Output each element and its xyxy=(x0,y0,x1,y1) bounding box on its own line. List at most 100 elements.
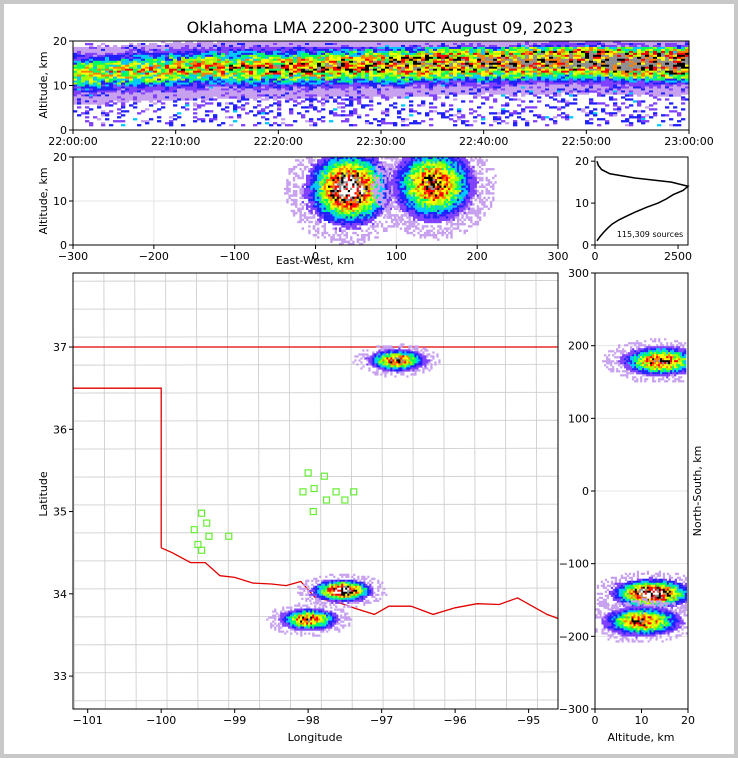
time-height-bin xyxy=(597,102,602,105)
time-height-bin xyxy=(437,50,442,54)
time-height-bin xyxy=(537,54,542,58)
time-height-bin xyxy=(89,76,94,79)
time-height-bin xyxy=(585,62,590,66)
time-height-bin xyxy=(633,86,638,89)
time-height-bin xyxy=(201,64,206,68)
time-height-bin xyxy=(417,56,422,60)
time-height-bin xyxy=(529,100,534,103)
time-height-bin xyxy=(381,54,386,58)
time-height-bin xyxy=(157,62,162,66)
time-height-bin xyxy=(77,54,82,58)
time-height-bin xyxy=(577,82,582,85)
time-height-bin xyxy=(373,62,378,66)
time-height-bin xyxy=(101,72,106,75)
time-height-bin xyxy=(457,46,462,50)
time-height-bin xyxy=(321,68,326,71)
time-height-bin xyxy=(113,82,118,85)
time-height-bin xyxy=(501,41,506,44)
time-height-bin xyxy=(353,48,358,52)
time-height-bin xyxy=(521,52,526,56)
time-height-bin xyxy=(193,52,198,56)
time-height-bin xyxy=(381,84,386,87)
time-height-bin xyxy=(561,78,566,81)
time-height-bin xyxy=(89,42,94,46)
time-height-bin xyxy=(345,118,350,121)
time-height-bin xyxy=(549,70,554,73)
time-height-bin xyxy=(513,62,518,66)
time-height-bin xyxy=(477,48,482,52)
time-height-bin xyxy=(525,124,530,127)
time-height-bin xyxy=(373,92,378,95)
time-height-bin xyxy=(253,78,258,81)
time-height-bin xyxy=(105,100,110,103)
time-height-bin xyxy=(557,84,562,87)
time-height-bin xyxy=(353,124,358,127)
time-height-bin xyxy=(257,66,262,69)
time-height-bin xyxy=(121,64,126,68)
time-height-bin xyxy=(85,96,90,99)
time-height-bin xyxy=(545,74,550,77)
time-height-bin xyxy=(685,82,690,85)
time-height-bin xyxy=(313,96,318,99)
time-height-bin xyxy=(377,70,382,73)
time-height-bin xyxy=(453,46,458,50)
time-height-bin xyxy=(405,60,410,64)
time-height-bin xyxy=(233,68,238,71)
time-height-bin xyxy=(89,50,94,54)
time-height-bin xyxy=(209,120,214,123)
time-height-bin xyxy=(365,50,370,54)
time-height-bin xyxy=(109,92,114,95)
time-height-bin xyxy=(673,46,678,50)
time-height-bin xyxy=(653,56,658,60)
time-height-bin xyxy=(269,66,274,69)
time-height-bin xyxy=(289,108,294,111)
time-height-bin xyxy=(505,102,510,105)
time-height-bin xyxy=(641,44,646,48)
time-height-bin xyxy=(673,88,678,91)
time-height-bin xyxy=(621,120,626,123)
time-height-bin xyxy=(153,60,158,64)
time-height-bin xyxy=(281,64,286,68)
time-height-bin xyxy=(637,76,642,79)
ew-height-bin xyxy=(288,194,291,197)
time-height-bin xyxy=(677,74,682,77)
time-height-bin xyxy=(177,50,182,54)
time-height-bin xyxy=(105,82,110,85)
time-height-bin xyxy=(529,74,534,77)
time-height-bin xyxy=(197,46,202,50)
time-height-bin xyxy=(241,106,246,109)
time-height-bin xyxy=(493,74,498,77)
time-height-bin xyxy=(629,94,634,97)
time-height-bin xyxy=(389,86,394,89)
time-height-bin xyxy=(437,68,442,71)
time-height-bin xyxy=(205,102,210,105)
time-height-bin xyxy=(477,54,482,58)
time-height-bin xyxy=(433,62,438,66)
time-height-bin xyxy=(449,62,454,66)
time-height-bin xyxy=(325,74,330,77)
time-height-bin xyxy=(153,42,158,46)
time-height-bin xyxy=(441,104,446,107)
time-height-bin xyxy=(101,54,106,58)
time-height-bin xyxy=(397,52,402,56)
time-height-bin xyxy=(365,114,370,117)
time-height-bin xyxy=(385,96,390,99)
time-height-bin xyxy=(101,78,106,81)
time-height-bin xyxy=(321,52,326,56)
time-height-bin xyxy=(609,98,614,101)
time-height-bin xyxy=(629,46,634,50)
time-height-bin xyxy=(209,86,214,89)
time-height-bin xyxy=(141,76,146,79)
time-height-bin xyxy=(481,68,486,71)
time-height-bin xyxy=(561,56,566,60)
time-height-bin xyxy=(205,82,210,85)
time-height-bin xyxy=(393,44,398,48)
time-height-bin xyxy=(81,88,86,91)
time-height-bin xyxy=(549,74,554,77)
time-height-bin xyxy=(277,62,282,66)
time-height-bin xyxy=(345,68,350,71)
time-height-bin xyxy=(149,62,154,66)
time-height-bin xyxy=(645,54,650,58)
time-height-bin xyxy=(525,82,530,85)
time-height-bin xyxy=(133,86,138,89)
